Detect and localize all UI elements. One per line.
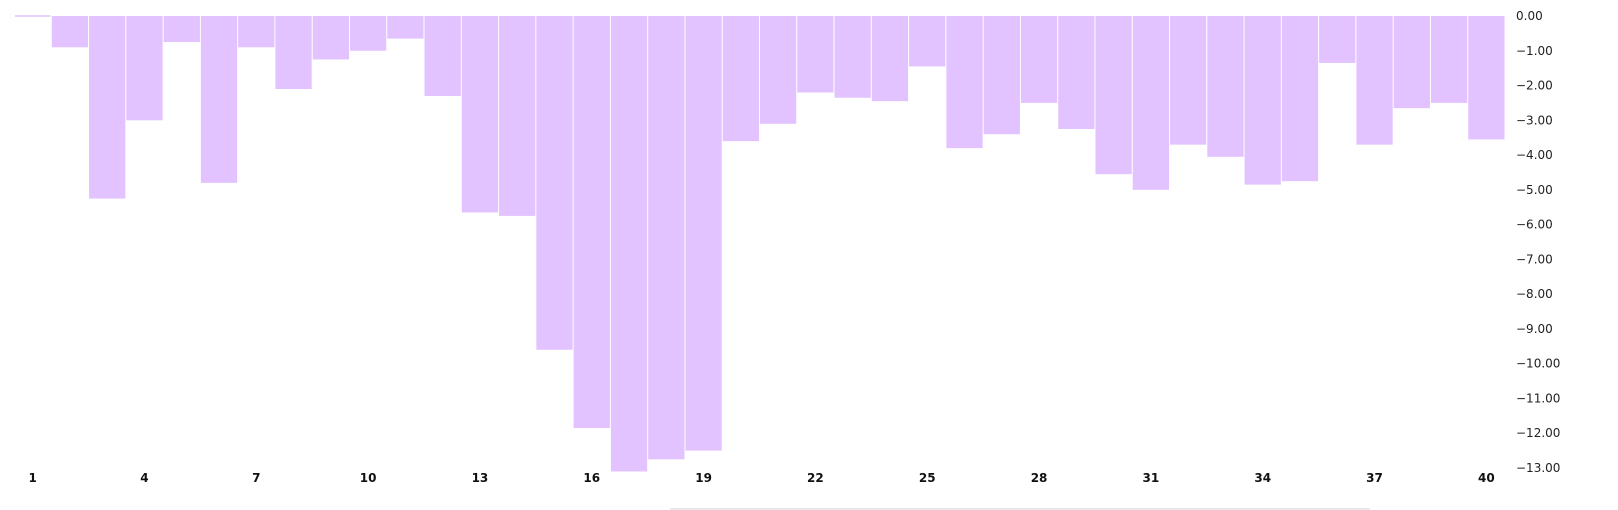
x-tick-label: 7 <box>252 471 260 485</box>
y-tick-label: −11.00 <box>1516 391 1560 405</box>
x-tick-label: 34 <box>1254 471 1271 485</box>
x-tick-label: 22 <box>807 471 824 485</box>
y-tick-label: −4.00 <box>1516 148 1553 162</box>
bar-31 <box>1132 16 1170 190</box>
bar-15 <box>536 16 573 350</box>
x-tick-label: 31 <box>1143 471 1160 485</box>
bar-39 <box>1430 16 1468 103</box>
y-axis: 0.00 −1.00 −2.00 −3.00 −4.00 −5.00 −6.00 −7.00 −… <box>1516 9 1560 475</box>
bar-27 <box>983 16 1020 135</box>
bar-22 <box>797 16 834 93</box>
y-tick-label: −5.00 <box>1516 183 1553 197</box>
bar-17 <box>610 16 648 472</box>
bar-28 <box>1020 16 1058 103</box>
bar-32 <box>1170 16 1207 145</box>
x-tick-label: 40 <box>1478 471 1495 485</box>
x-tick-label: 13 <box>472 471 489 485</box>
bar-8 <box>275 16 312 90</box>
y-tick-label: 0.00 <box>1516 9 1543 23</box>
bar-6 <box>200 16 238 183</box>
bar-3 <box>89 16 126 199</box>
bar-40 <box>1468 16 1505 140</box>
y-tick-label: −10.00 <box>1516 357 1560 371</box>
x-tick-label: 4 <box>140 471 148 485</box>
bar-38 <box>1393 16 1430 109</box>
y-tick-label: −3.00 <box>1516 113 1553 127</box>
bar-11 <box>387 16 424 39</box>
bar-25 <box>909 16 946 67</box>
bar-18 <box>648 16 685 460</box>
bar-10 <box>349 16 387 51</box>
bar-30 <box>1095 16 1132 175</box>
bar-34 <box>1244 16 1281 185</box>
x-tick-label: 16 <box>583 471 600 485</box>
x-tick-label: 37 <box>1366 471 1383 485</box>
y-tick-label: −9.00 <box>1516 322 1553 336</box>
bars-group <box>15 15 1505 472</box>
y-tick-label: −13.00 <box>1516 461 1560 475</box>
y-tick-label: −8.00 <box>1516 287 1553 301</box>
x-tick-label: 1 <box>28 471 36 485</box>
bar-23 <box>834 16 871 98</box>
bar-5 <box>163 16 200 43</box>
bar-21 <box>760 16 797 124</box>
y-tick-label: −1.00 <box>1516 44 1553 58</box>
x-axis: 1 4 7 10 13 16 19 22 25 28 31 34 37 40 <box>28 471 1494 485</box>
bar-16 <box>573 16 610 429</box>
bar-2 <box>51 16 89 48</box>
bar-35 <box>1281 16 1319 182</box>
bar-37 <box>1356 16 1393 145</box>
bar-12 <box>424 16 461 96</box>
bar-13 <box>461 16 499 213</box>
bar-20 <box>722 16 759 142</box>
bar-4 <box>126 16 163 121</box>
x-tick-label: 28 <box>1031 471 1048 485</box>
y-tick-label: −7.00 <box>1516 252 1553 266</box>
bar-7 <box>238 16 275 48</box>
x-tick-label: 10 <box>360 471 377 485</box>
y-tick-label: −2.00 <box>1516 79 1553 93</box>
bar-29 <box>1058 16 1095 129</box>
y-tick-label: −6.00 <box>1516 218 1553 232</box>
bar-19 <box>685 16 722 451</box>
x-tick-label: 25 <box>919 471 936 485</box>
bar-36 <box>1319 16 1356 63</box>
bar-9 <box>312 16 349 60</box>
y-tick-label: −12.00 <box>1516 426 1560 440</box>
x-tick-label: 19 <box>695 471 712 485</box>
bar-33 <box>1207 16 1244 157</box>
bar-26 <box>946 16 983 149</box>
bar-14 <box>499 16 536 216</box>
bar-24 <box>871 16 909 102</box>
